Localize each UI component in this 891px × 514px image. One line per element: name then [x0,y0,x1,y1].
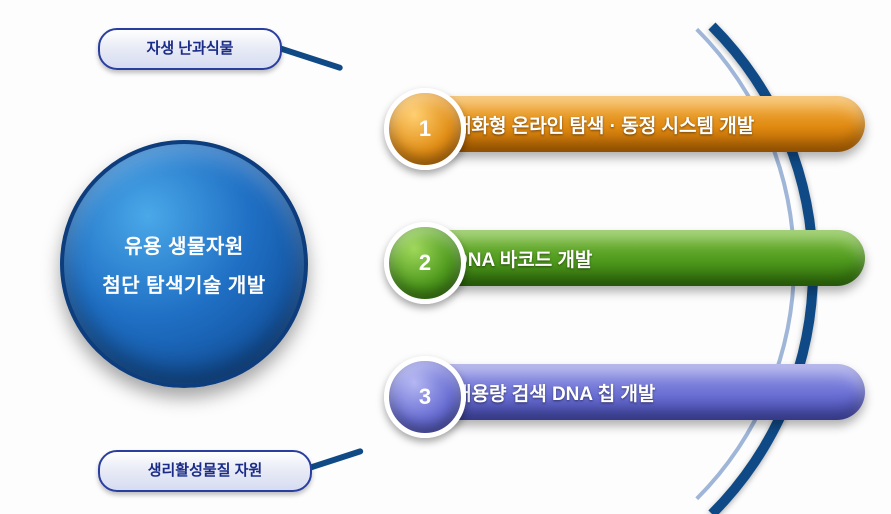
badge-3-num: 3 [419,384,431,410]
bar-3-label: 대용량 검색 DNA 칩 개발 [454,379,655,406]
connector-stub-bottom [305,448,364,472]
bar-3: 3 대용량 검색 DNA 칩 개발 [420,364,865,420]
hub-line2: 첨단 탐색기술 개발 [64,269,304,298]
badge-2: 2 [384,222,466,304]
bar-2: 2 DNA 바코드 개발 [420,230,865,286]
bar-1-label: 대화형 온라인 탐색 · 동정 시스템 개발 [454,111,754,138]
badge-2-num: 2 [419,250,431,276]
pill-bottom: 생리활성물질 자원 [98,450,312,492]
connector-stub-top [275,44,343,71]
hub-line1: 유용 생물자원 [64,230,304,259]
pill-top-label: 자생 난과식물 [147,40,234,57]
bar-2-label: DNA 바코드 개발 [454,245,592,272]
badge-1-num: 1 [419,116,431,142]
badge-3: 3 [384,356,466,438]
pill-bottom-label: 생리활성물질 자원 [148,462,263,479]
pill-top: 자생 난과식물 [98,28,282,70]
hub-circle: 유용 생물자원 첨단 탐색기술 개발 [60,140,308,388]
diagram-stage: 자생 난과식물 생리활성물질 자원 유용 생물자원 첨단 탐색기술 개발 1 대… [0,0,891,514]
bar-1: 1 대화형 온라인 탐색 · 동정 시스템 개발 [420,96,865,152]
badge-1: 1 [384,88,466,170]
